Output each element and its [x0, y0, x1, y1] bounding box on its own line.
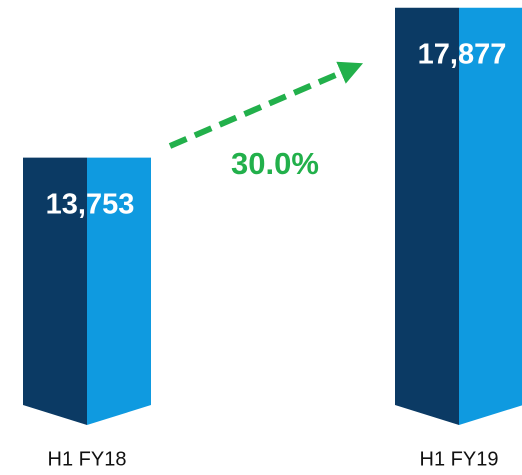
value-label: 17,877 — [418, 38, 507, 70]
x-tick-label: H1 FY18 — [48, 448, 127, 470]
growth-annotation: 30.0% — [231, 146, 319, 181]
bar-face-left — [395, 7, 459, 425]
bar-face-left — [23, 157, 87, 425]
value-label: 13,753 — [46, 188, 135, 220]
bar-face-right — [459, 7, 522, 425]
growth-arrow — [168, 61, 364, 149]
bar-face-right — [87, 157, 151, 425]
bar — [23, 157, 151, 425]
x-tick-label: H1 FY19 — [420, 448, 499, 470]
bar — [395, 7, 522, 425]
